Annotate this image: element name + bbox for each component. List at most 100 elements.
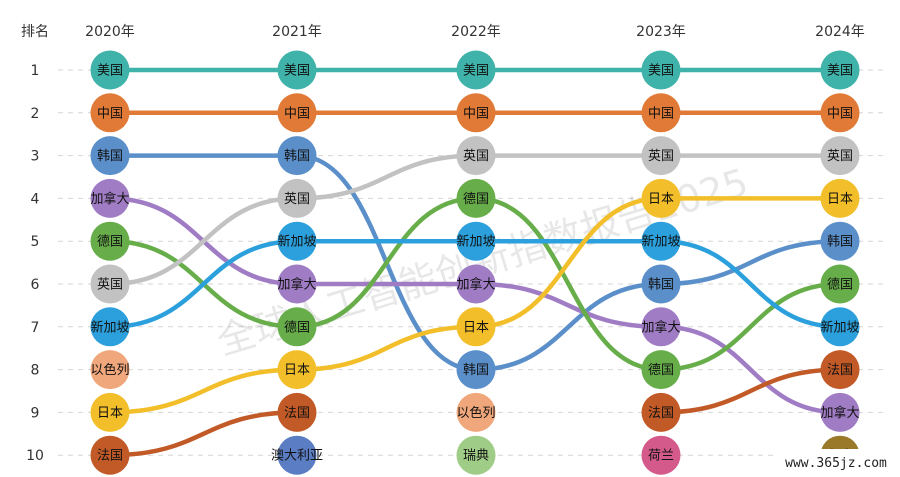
rank-node-label: 瑞典: [463, 449, 489, 464]
rank-node: 美国: [277, 50, 317, 90]
rank-node-label: 荷兰: [648, 449, 674, 464]
rank-node-label: 加拿大: [90, 191, 129, 207]
rank-node: 韩国: [456, 350, 496, 390]
rank-node-circle: [90, 221, 130, 261]
rank-node-circle: [456, 435, 496, 475]
rank-node: 加拿大: [641, 307, 681, 347]
rank-node-label: 英国: [648, 149, 674, 164]
year-labels: 2020年 2021年 2022年 2023年 2024年: [85, 24, 865, 40]
rank-node: 德国: [277, 307, 317, 347]
rank-node: 英国: [820, 136, 860, 176]
rank-line-segment: [473, 281, 664, 372]
rank-labels: 1 2 3 4 5 6 7 8 9 10: [26, 63, 44, 464]
rank-node: 瑞典: [456, 435, 496, 475]
rank-node-label: 日本: [827, 192, 853, 207]
rank-node: 日本: [456, 307, 496, 347]
rank-label: 3: [31, 149, 40, 165]
site-url-background: [774, 449, 900, 475]
rank-node-circle: [641, 435, 681, 475]
rank-node-circle: [277, 136, 317, 176]
rank-node-label: 中国: [284, 106, 310, 121]
rank-node-label: 德国: [827, 278, 853, 293]
rank-node: 韩国: [277, 136, 317, 176]
rank-node-circle: [277, 264, 317, 304]
rank-node-label: 中国: [827, 106, 853, 121]
rank-line-segment: [473, 196, 664, 330]
rank-node-circle: [456, 350, 496, 390]
rank-node: 加拿大: [456, 264, 496, 304]
rank-node: 韩国: [90, 136, 130, 176]
rank-node: 加拿大: [277, 264, 317, 304]
rank-node-label: 英国: [463, 149, 489, 164]
rank-node-circle: [641, 136, 681, 176]
rank-node: 中国: [90, 93, 130, 133]
rank-node-circle: [277, 392, 317, 432]
rank-node-circle: [820, 178, 860, 218]
rank-node: 英国: [277, 178, 317, 218]
rank-line-segment: [473, 281, 664, 330]
rank-label: 10: [26, 448, 44, 464]
rank-node-label: 美国: [284, 64, 310, 79]
rank-line-segment: [107, 367, 300, 415]
rank-node: 新加坡: [277, 221, 317, 261]
rank-node: 荷兰: [641, 435, 681, 475]
rank-node-label: 以色列: [90, 362, 129, 378]
rank-node: 美国: [820, 50, 860, 90]
rank-node-label: 韩国: [97, 149, 123, 164]
rank-node: 以色列: [456, 392, 496, 432]
rank-node-circle: [90, 264, 130, 304]
rank-node-circle: [820, 93, 860, 133]
rank-node-circle: [277, 221, 317, 261]
rank-node-circle: [90, 435, 130, 475]
rank-line-segment: [294, 196, 479, 330]
rank-node-circle: [641, 93, 681, 133]
rank-node-circle: [641, 50, 681, 90]
rank-node-label: 日本: [648, 192, 674, 207]
rank-node-circle: [456, 307, 496, 347]
rank-node: 英国: [90, 264, 130, 304]
rank-label: 9: [31, 405, 40, 421]
rank-node-circle: [456, 93, 496, 133]
rank-node-label: 日本: [463, 320, 489, 335]
rank-node: 日本: [641, 178, 681, 218]
rank-node: 中国: [277, 93, 317, 133]
rank-label: 7: [31, 320, 40, 336]
rank-node-label: 英国: [827, 149, 853, 164]
rank-line-segment: [294, 153, 479, 201]
rank-node-circle: [641, 392, 681, 432]
rank-node: 中国: [456, 93, 496, 133]
rank-line-segment: [658, 367, 843, 415]
rank-node-circle: [820, 392, 860, 432]
rank-node: 美国: [456, 50, 496, 90]
rank-node-label: 英国: [97, 278, 123, 293]
site-url[interactable]: www.365jz.com: [785, 456, 887, 471]
rank-node-label: 法国: [827, 363, 853, 378]
rank-node-circle: [820, 264, 860, 304]
rank-node-label: 新加坡: [456, 234, 495, 250]
rank-node: 韩国: [641, 264, 681, 304]
rank-line-segment: [658, 324, 843, 415]
rank-node-label: 中国: [463, 106, 489, 121]
rank-node-label: 德国: [463, 192, 489, 207]
rank-node-label: 美国: [827, 64, 853, 79]
rank-node: 日本: [277, 350, 317, 390]
rank-node-circle: [277, 93, 317, 133]
rank-node-label: 日本: [97, 406, 123, 421]
rank-node-label: 法国: [648, 406, 674, 421]
rank-node: 法国: [90, 435, 130, 475]
rank-node-circle: [820, 350, 860, 390]
rank-node: 美国: [90, 50, 130, 90]
rank-node-circle: [456, 264, 496, 304]
rank-node-circle: [277, 435, 317, 475]
rank-node: 美国: [641, 50, 681, 90]
rank-node-label: 加拿大: [820, 405, 859, 421]
rank-label: 4: [31, 191, 40, 207]
rank-node-circle: [641, 307, 681, 347]
rank-node: 法国: [820, 350, 860, 390]
rank-node-circle: [641, 264, 681, 304]
rank-node: 韩国: [820, 221, 860, 261]
rank-node-label: 中国: [97, 106, 123, 121]
rank-node-label: 新加坡: [820, 319, 859, 335]
rank-node: 新加坡: [820, 307, 860, 347]
